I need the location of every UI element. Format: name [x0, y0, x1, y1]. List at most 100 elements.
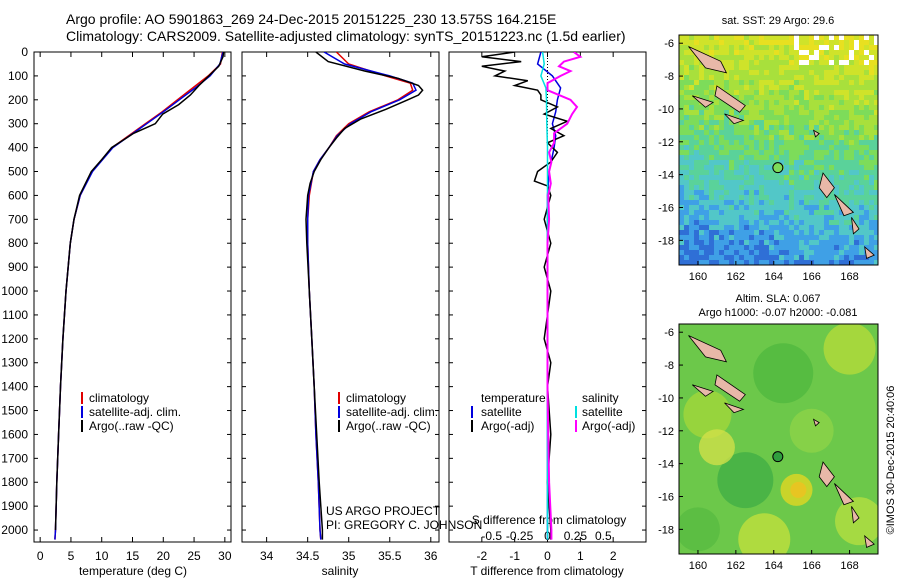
- sst-cell: [754, 75, 760, 81]
- sst-cell: [764, 250, 770, 256]
- sst-cell: [814, 65, 820, 71]
- sst-cell: [679, 155, 685, 161]
- sst-cell: [699, 110, 705, 116]
- sst-cell: [864, 45, 870, 51]
- sst-cell: [789, 215, 795, 221]
- sst-cell: [819, 165, 825, 171]
- sst-cell: [679, 95, 685, 101]
- sst-cell: [719, 100, 725, 106]
- sst-cell: [689, 110, 695, 116]
- sst-cell: [704, 40, 710, 46]
- sst-cell: [729, 195, 735, 201]
- sst-cell: [709, 230, 715, 236]
- sst-cell: [874, 120, 878, 126]
- sst-cell: [704, 215, 710, 221]
- sst-cell: [694, 140, 700, 146]
- sst-cell: [679, 100, 685, 106]
- sst-cell: [874, 70, 878, 76]
- sst-cell: [829, 240, 835, 246]
- sst-cell: [709, 195, 715, 201]
- sst-cell: [824, 70, 830, 76]
- sst-cell: [859, 135, 865, 141]
- sst-cell: [759, 95, 765, 101]
- sst-cell: [814, 215, 820, 221]
- sst-cell: [764, 230, 770, 236]
- sst-cell: [714, 160, 720, 166]
- sst-cell: [684, 230, 690, 236]
- sst-cell: [829, 200, 835, 206]
- sst-cell: [854, 190, 860, 196]
- sst-cell: [734, 250, 740, 256]
- sst-cell: [859, 170, 865, 176]
- sst-cell: [794, 75, 800, 81]
- sst-cell: [699, 85, 705, 91]
- sst-cell: [784, 215, 790, 221]
- sst-cell: [859, 100, 865, 106]
- sst-cell: [694, 255, 700, 261]
- sst-cell: [814, 85, 820, 91]
- sst-cell: [854, 120, 860, 126]
- sst-cell: [839, 145, 845, 151]
- sst-cell: [684, 190, 690, 196]
- sst-cell: [679, 260, 685, 265]
- sst-cell: [779, 220, 785, 226]
- sst-cell: [719, 180, 725, 186]
- sst-cell: [784, 140, 790, 146]
- sst-cell: [734, 45, 740, 51]
- sst-cell: [804, 185, 810, 191]
- sst-cell: [719, 75, 725, 81]
- sst-cell: [774, 40, 780, 46]
- sst-cell: [694, 55, 700, 61]
- sst-cell: [864, 205, 870, 211]
- sst-cell: [814, 195, 820, 201]
- sst-cell: [854, 240, 860, 246]
- sst-cell: [774, 115, 780, 121]
- sst-cell: [809, 65, 815, 71]
- sst-cell: [819, 90, 825, 96]
- sst-cell: [794, 50, 800, 56]
- sst-cell: [834, 175, 840, 181]
- sst-cell: [689, 250, 695, 256]
- sst-cell: [799, 75, 805, 81]
- sst-cell: [699, 175, 705, 181]
- sst-cell: [699, 195, 705, 201]
- sst-cell: [769, 165, 775, 171]
- salinity-series-satellite-adj-clim-: [306, 52, 417, 540]
- sst-cell: [709, 110, 715, 116]
- sst-cell: [754, 170, 760, 176]
- sst-cell: [684, 135, 690, 141]
- sst-cell: [864, 60, 870, 66]
- depth-tick-label: 1200: [1, 332, 28, 346]
- sst-cell: [694, 190, 700, 196]
- sst-cell: [824, 40, 830, 46]
- sst-cell: [694, 105, 700, 111]
- sst-cell: [699, 165, 705, 171]
- sst-cell: [819, 260, 825, 265]
- sst-cell: [749, 210, 755, 216]
- sst-cell: [854, 105, 860, 111]
- sst-cell: [749, 75, 755, 81]
- sst-cell: [824, 240, 830, 246]
- sst-cell: [784, 45, 790, 51]
- sst-cell: [799, 155, 805, 161]
- depth-tick-label: 900: [8, 260, 28, 274]
- sst-cell: [774, 50, 780, 56]
- sst-cell: [739, 150, 745, 156]
- temperature-series-argo-raw-qc-: [54, 52, 225, 531]
- sst-cell: [779, 210, 785, 216]
- sst-cell: [829, 95, 835, 101]
- sst-cell: [779, 240, 785, 246]
- sst-cell: [869, 260, 875, 265]
- sst-cell: [744, 145, 750, 151]
- sst-cell: [799, 95, 805, 101]
- sst-cell: [854, 155, 860, 161]
- sst-cell: [799, 150, 805, 156]
- sst-cell: [749, 110, 755, 116]
- sst-cell: [799, 170, 805, 176]
- sst-cell: [759, 35, 765, 41]
- sst-cell: [759, 200, 765, 206]
- sst-cell: [854, 70, 860, 76]
- sst-cell: [864, 260, 870, 265]
- sst-cell: [689, 225, 695, 231]
- sst-cell: [779, 75, 785, 81]
